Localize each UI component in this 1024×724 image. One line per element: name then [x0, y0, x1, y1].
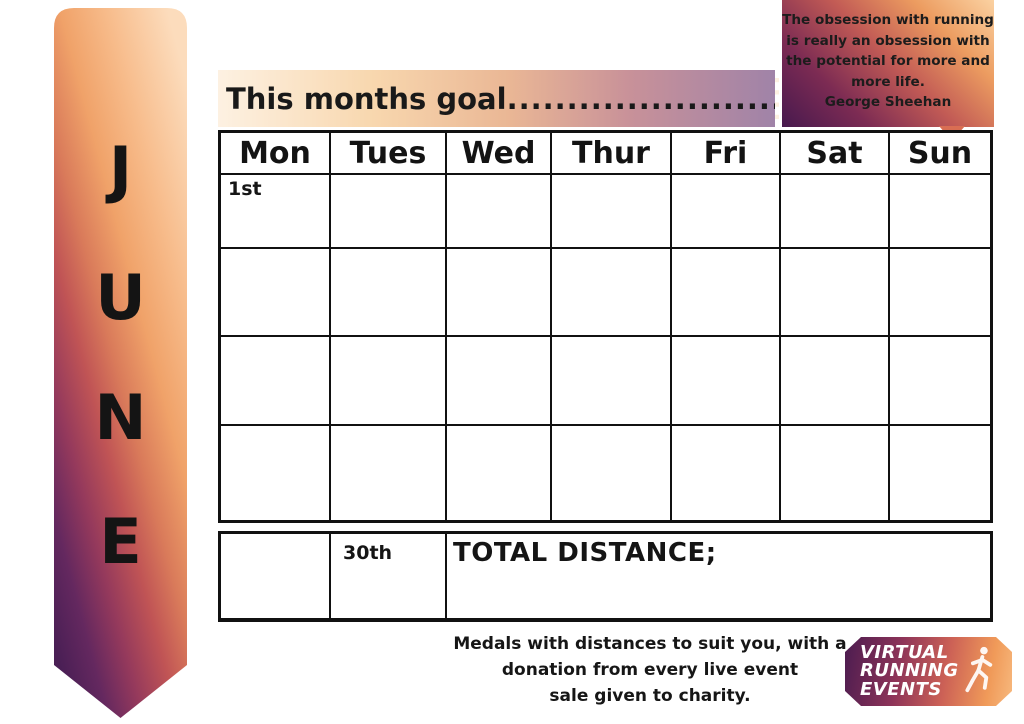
calendar-cell[interactable]: [672, 426, 781, 520]
calendar-cell-last-day[interactable]: 30th: [331, 534, 447, 618]
calendar-cell[interactable]: [781, 249, 890, 337]
calendar-cell[interactable]: [672, 175, 781, 249]
day-header-sat: Sat: [781, 133, 890, 175]
day-header-wed: Wed: [447, 133, 552, 175]
calendar-cell[interactable]: [447, 249, 552, 337]
calendar-cell-first-day[interactable]: 1st: [221, 175, 331, 249]
day-header-tues: Tues: [331, 133, 447, 175]
calendar-cell[interactable]: [552, 337, 672, 426]
calendar-cell[interactable]: [890, 175, 990, 249]
calendar-cell[interactable]: [781, 426, 890, 520]
goal-dotted-line[interactable]: ........................................…: [506, 81, 775, 116]
quote-line: is really an obsession with: [786, 32, 990, 49]
logo-wordmark: VIRTUAL RUNNING EVENTS: [860, 641, 959, 700]
ribbon-shape-icon: [54, 8, 187, 718]
logo-line: RUNNING: [860, 660, 959, 682]
calendar-last-week-row: 30th TOTAL DISTANCE;: [218, 531, 993, 622]
calendar-cell[interactable]: [221, 426, 331, 520]
calendar-cell[interactable]: [890, 337, 990, 426]
monthly-goal-bar[interactable]: This months goal........................…: [218, 70, 779, 127]
calendar-cell[interactable]: [447, 175, 552, 249]
calendar-cell[interactable]: [447, 426, 552, 520]
runner-icon: [965, 646, 992, 692]
calendar-cell[interactable]: [331, 249, 447, 337]
month-letter: U: [95, 261, 146, 334]
logo-line: VIRTUAL: [860, 641, 949, 663]
day-header-fri: Fri: [672, 133, 781, 175]
calendar-cell[interactable]: [221, 249, 331, 337]
virtual-running-events-logo: VIRTUAL RUNNING EVENTS: [845, 637, 1012, 706]
quote-line: the potential for more and: [786, 53, 990, 69]
calendar-cell[interactable]: [221, 337, 331, 426]
tagline-line: Medals with distances to suit you, with …: [453, 634, 847, 654]
day-header-thur: Thur: [552, 133, 672, 175]
tagline-line: sale given to charity.: [549, 686, 751, 706]
calendar-cell[interactable]: [331, 175, 447, 249]
quote-line: more life.: [851, 73, 925, 90]
calendar-cell[interactable]: [781, 175, 890, 249]
calendar-cell[interactable]: [672, 249, 781, 337]
day-header-mon: Mon: [221, 133, 331, 175]
month-ribbon: J U N E: [54, 8, 187, 718]
footer-tagline: Medals with distances to suit you, with …: [425, 631, 875, 709]
quote-line: The obsession with running: [782, 12, 994, 28]
day-header-sun: Sun: [890, 133, 990, 175]
quote-author: George Sheehan: [824, 94, 952, 110]
tagline-line: donation from every live event: [501, 660, 799, 680]
calendar-cell[interactable]: [447, 337, 552, 426]
calendar-cell[interactable]: [331, 426, 447, 520]
goal-label: This months goal: [226, 81, 507, 116]
calendar-cell[interactable]: [890, 249, 990, 337]
calendar-cell[interactable]: [781, 337, 890, 426]
calendar-grid: Mon Tues Wed Thur Fri Sat Sun 1st: [218, 130, 993, 523]
calendar-cell[interactable]: [890, 426, 990, 520]
calendar-cell[interactable]: [672, 337, 781, 426]
month-letter: N: [94, 381, 147, 454]
calendar-cell[interactable]: [221, 534, 331, 618]
calendar-cell[interactable]: [552, 249, 672, 337]
month-letter: E: [99, 505, 142, 578]
month-letter: J: [108, 133, 133, 206]
calendar-cell[interactable]: [552, 426, 672, 520]
total-distance-cell[interactable]: TOTAL DISTANCE;: [453, 538, 717, 568]
quote-box: The obsession with running is really an …: [782, 0, 994, 127]
calendar-cell[interactable]: [331, 337, 447, 426]
logo-line: EVENTS: [860, 678, 942, 700]
calendar-cell[interactable]: [552, 175, 672, 249]
